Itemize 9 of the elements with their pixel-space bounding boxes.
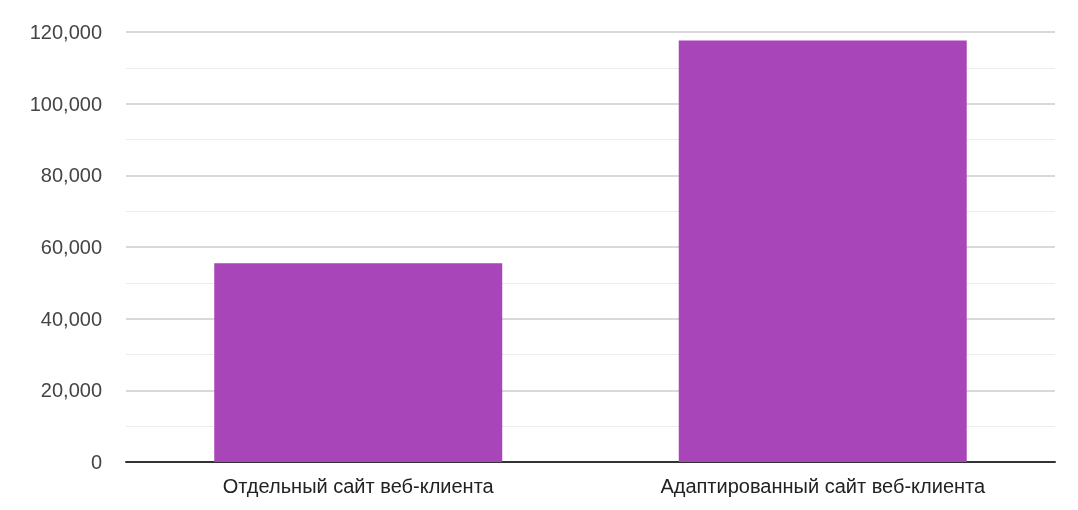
y-tick-label: 20,000 [40, 379, 102, 402]
y-tick-label: 0 [90, 451, 102, 473]
y-tick-label: 40,000 [40, 307, 102, 330]
y-tick-label: 80,000 [40, 164, 102, 187]
y-tick-label: 100,000 [29, 92, 102, 115]
y-tick-label: 120,000 [29, 21, 102, 43]
x-tick-label: Отдельный сайт веб-клиента [222, 475, 495, 497]
x-tick-label: Адаптированный сайт веб-клиента [660, 475, 986, 497]
y-tick-label: 60,000 [40, 236, 102, 258]
